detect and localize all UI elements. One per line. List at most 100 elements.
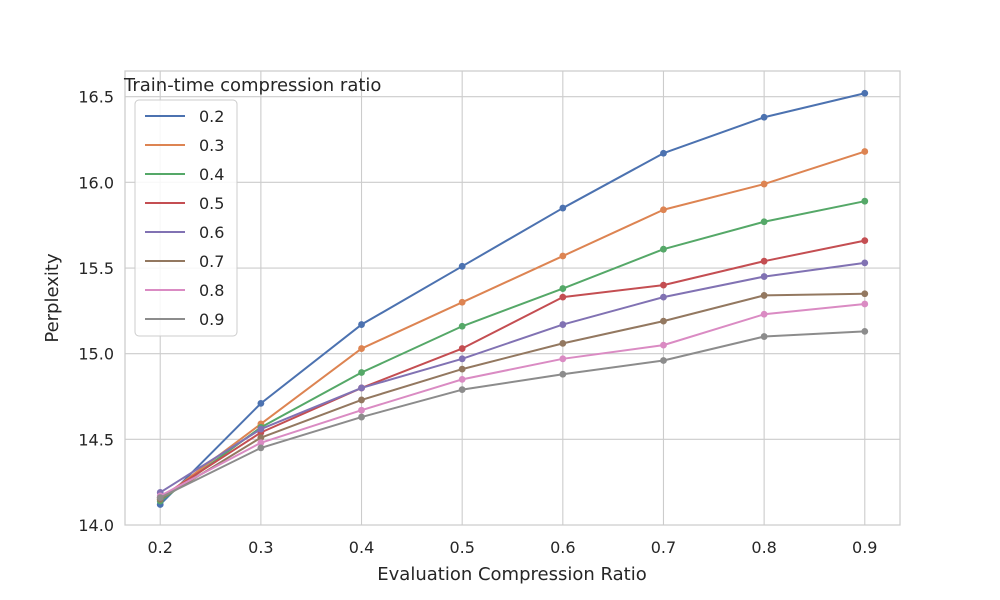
data-point <box>458 262 466 270</box>
data-point <box>458 355 466 363</box>
plot-frame <box>124 70 901 526</box>
data-point <box>760 310 768 318</box>
y-tick-label: 16.5 <box>78 88 114 107</box>
series-0.9 <box>156 328 869 501</box>
series-layer <box>156 89 869 508</box>
x-axis-label: Evaluation Compression Ratio <box>377 564 646 585</box>
data-point <box>861 259 869 267</box>
x-tick-label: 0.7 <box>651 538 676 557</box>
legend: Train-time compression ratio 0.20.30.40.… <box>123 75 381 337</box>
data-point <box>861 148 869 155</box>
x-tick-label: 0.8 <box>751 538 776 557</box>
data-point <box>358 345 365 352</box>
series-line <box>159 330 865 499</box>
data-point <box>358 396 365 404</box>
data-point <box>559 204 567 212</box>
data-point <box>760 292 768 299</box>
data-point <box>458 375 466 383</box>
legend-label: 0.7 <box>199 252 224 271</box>
data-point <box>458 322 466 330</box>
legend-label: 0.2 <box>199 107 224 126</box>
series-0.8 <box>156 300 869 500</box>
data-point <box>660 149 667 157</box>
y-tick-label: 15.5 <box>78 259 114 278</box>
data-point <box>660 245 667 253</box>
legend-entry: 0.6 <box>145 223 224 242</box>
data-point <box>559 293 567 301</box>
y-tick-label: 16.0 <box>78 173 114 192</box>
data-point <box>559 370 567 378</box>
series-0.2 <box>156 89 869 508</box>
legend-label: 0.5 <box>199 194 224 213</box>
data-point <box>861 197 869 205</box>
data-point <box>861 300 869 308</box>
y-tick-label: 14.0 <box>78 516 114 535</box>
legend-frame <box>134 99 238 337</box>
data-point <box>257 425 265 433</box>
series-0.6 <box>156 259 869 496</box>
data-point <box>861 89 869 97</box>
legend-entry: 0.7 <box>145 252 224 271</box>
legend-entry: 0.5 <box>145 194 224 213</box>
series-line <box>159 292 865 501</box>
data-point <box>760 180 768 188</box>
data-point <box>358 406 365 414</box>
data-point <box>458 386 466 394</box>
legend-label: 0.8 <box>199 281 224 300</box>
legend-entry: 0.4 <box>145 165 224 184</box>
legend-label: 0.3 <box>199 136 224 155</box>
data-point <box>257 439 265 447</box>
data-point <box>861 237 869 245</box>
data-point <box>559 340 567 347</box>
data-point <box>257 444 265 452</box>
data-point <box>257 399 265 407</box>
legend-entry: 0.2 <box>145 107 224 126</box>
data-point <box>559 321 567 328</box>
data-point <box>660 281 667 289</box>
y-axis-ticks: 14.0 14.5 15.0 15.5 16.0 16.5 <box>78 88 114 535</box>
series-0.4 <box>156 197 869 505</box>
legend-label: 0.4 <box>199 165 224 184</box>
legend-entry: 0.3 <box>145 136 224 155</box>
data-point <box>458 365 466 373</box>
data-point <box>358 321 365 328</box>
legend-entry: 0.9 <box>145 310 224 329</box>
data-point <box>559 285 567 292</box>
data-point <box>861 328 869 335</box>
x-tick-label: 0.9 <box>852 538 877 557</box>
x-tick-label: 0.5 <box>449 538 474 557</box>
legend-entry: 0.8 <box>145 281 224 300</box>
legend-entries: 0.2 0.3 0.4 0.5 0.6 0.7 0.8 0.9 <box>145 107 224 329</box>
data-point <box>660 206 667 214</box>
series-0.3 <box>156 148 869 503</box>
series-line <box>159 239 865 499</box>
x-tick-label: 0.3 <box>248 538 273 557</box>
series-line <box>159 92 866 506</box>
data-point <box>559 355 567 363</box>
data-point <box>660 317 667 325</box>
data-point <box>458 345 466 352</box>
series-line <box>159 261 865 494</box>
series-line <box>159 150 866 501</box>
x-tick-label: 0.4 <box>349 538 374 557</box>
legend-title: Train-time compression ratio <box>123 75 381 96</box>
x-tick-label: 0.2 <box>148 538 173 557</box>
y-tick-label: 14.5 <box>78 430 114 449</box>
data-point <box>660 341 667 349</box>
data-point <box>358 413 365 421</box>
data-point <box>760 273 768 280</box>
data-point <box>660 357 667 364</box>
data-point <box>559 252 567 260</box>
data-point <box>760 113 768 121</box>
y-axis-label: Perplexity <box>42 253 63 343</box>
data-point <box>257 434 265 442</box>
data-point <box>760 333 768 340</box>
data-point <box>458 298 466 306</box>
x-axis-ticks: 0.2 0.3 0.4 0.5 0.6 0.7 0.8 0.9 <box>148 538 878 557</box>
data-point <box>760 218 768 226</box>
data-point <box>156 494 164 501</box>
data-point <box>861 290 869 298</box>
data-point <box>660 293 667 301</box>
x-tick-label: 0.6 <box>550 538 575 557</box>
